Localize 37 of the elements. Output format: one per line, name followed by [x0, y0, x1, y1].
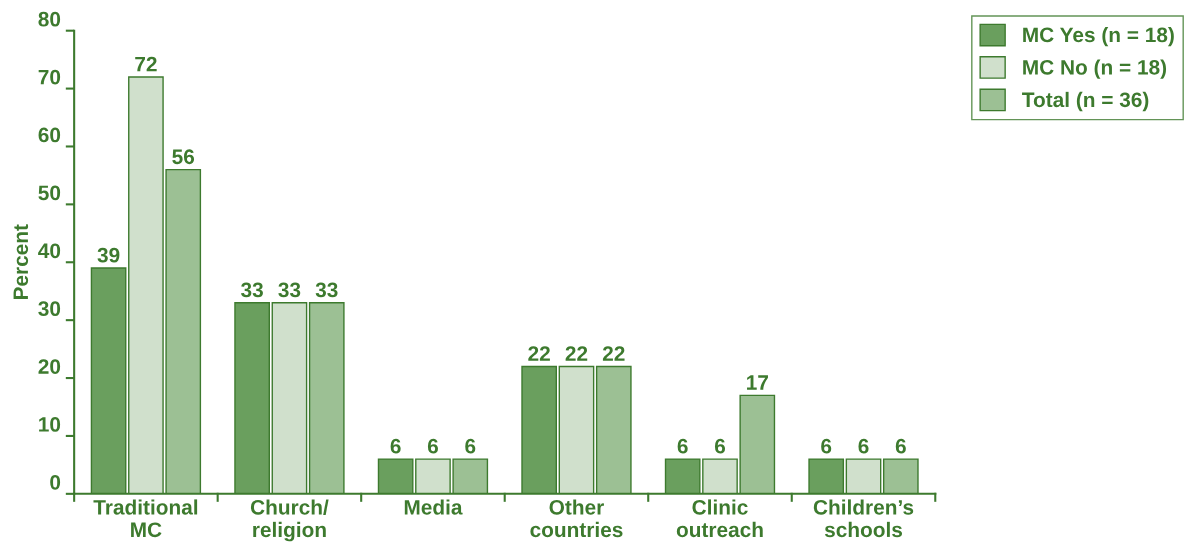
data-label: 6 [390, 438, 401, 454]
y-tick-label: 50 [38, 185, 61, 201]
data-label: 33 [241, 282, 263, 298]
y-tick-label: 30 [38, 301, 61, 317]
y-tick-label: 20 [38, 359, 61, 374]
data-label: 72 [135, 56, 157, 72]
y-tick-label: 70 [38, 69, 61, 85]
data-label: 6 [714, 438, 726, 454]
data-label: 6 [858, 438, 869, 454]
y-tick-label: 10 [39, 417, 61, 432]
data-label: 22 [602, 346, 625, 361]
data-label: 33 [315, 282, 338, 298]
x-tick-label: Church/ religion [250, 499, 329, 542]
legend-label: Total (n = 36) [1022, 91, 1149, 112]
data-label: 6 [821, 438, 832, 454]
data-label: 6 [677, 438, 688, 454]
x-tick-label: Clinic outreach [676, 499, 763, 538]
x-tick-label: Other countries [530, 499, 623, 538]
legend-label: MC No (n = 18) [1023, 59, 1167, 79]
y-tick-label: 80 [38, 11, 61, 27]
data-label: 6 [465, 438, 476, 454]
data-label: 22 [565, 346, 588, 361]
y-tick-label: 0 [50, 474, 61, 490]
data-label: 39 [97, 247, 120, 263]
y-axis-title: Percent [13, 224, 29, 300]
data-label: 6 [427, 438, 438, 454]
y-tick-label: 60 [38, 127, 61, 143]
y-tick-label: 40 [38, 243, 61, 259]
data-label: 56 [172, 149, 195, 165]
data-label: 6 [895, 438, 906, 454]
x-tick-label: Media [404, 499, 463, 515]
legend-label: MC Yes (n = 18) [1023, 26, 1174, 47]
x-tick-label: Traditional MC [93, 499, 198, 538]
data-label: 22 [528, 346, 550, 361]
x-tick-label: Children’s schools [813, 499, 914, 538]
data-label: 33 [278, 282, 301, 298]
data-label: 17 [747, 375, 768, 390]
